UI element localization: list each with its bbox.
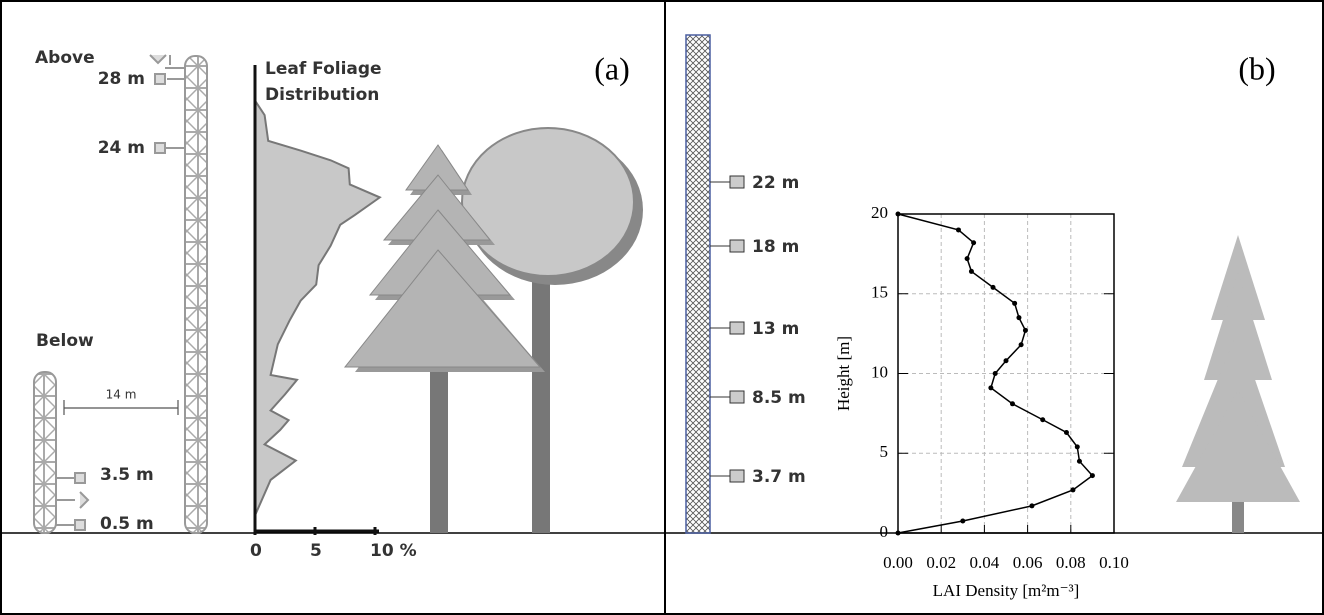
y-axis-label: Height [m] xyxy=(834,336,853,411)
point xyxy=(956,227,961,232)
y-tick-label: 15 xyxy=(871,283,888,302)
tower-b xyxy=(686,35,710,533)
label: Below xyxy=(36,331,94,351)
height-label: 3.5 m xyxy=(100,465,154,485)
label: Above xyxy=(35,48,95,68)
figure: (a) (b) Above Below 14 m 28 m 24 m 3.5 m… xyxy=(0,0,1324,615)
height-label: 3.7 m xyxy=(752,467,806,487)
point xyxy=(969,269,974,274)
point xyxy=(1016,315,1021,320)
point xyxy=(1023,328,1028,333)
point xyxy=(960,519,965,524)
chart-title: Leaf Foliage Distribution xyxy=(265,56,395,108)
x-tick-label: 0.04 xyxy=(970,553,1000,572)
x-tick-label: 10 % xyxy=(370,541,417,561)
height-label: 24 m xyxy=(98,138,145,158)
chart: (a) (b) Above Below 14 m 28 m 24 m 3.5 m… xyxy=(0,0,1324,615)
short-tower xyxy=(34,372,56,533)
height-label: 22 m xyxy=(752,173,799,193)
height-label: 0.5 m xyxy=(100,514,154,534)
foliage-area xyxy=(255,101,380,516)
point xyxy=(1029,503,1034,508)
y-tick-label: 0 xyxy=(880,522,889,541)
point xyxy=(988,385,993,390)
point xyxy=(965,256,970,261)
height-label: 28 m xyxy=(98,69,145,89)
point xyxy=(1010,401,1015,406)
point xyxy=(1077,459,1082,464)
tall-tower xyxy=(185,56,207,533)
point xyxy=(1019,342,1024,347)
trees xyxy=(345,128,643,533)
point xyxy=(1075,444,1080,449)
x-tick-label: 0.00 xyxy=(883,553,913,572)
tree-b xyxy=(1176,235,1300,533)
label: 14 m xyxy=(106,388,137,402)
panel-label: (a) xyxy=(594,50,630,86)
height-label: 18 m xyxy=(752,237,799,257)
panel-label: (b) xyxy=(1238,50,1275,86)
sensor xyxy=(730,176,744,188)
y-tick-label: 5 xyxy=(880,442,889,461)
x-tick-label: 5 xyxy=(310,541,322,561)
point xyxy=(971,240,976,245)
sensor xyxy=(730,391,744,403)
sensor xyxy=(730,470,744,482)
y-tick-label: 10 xyxy=(871,362,888,381)
sensor xyxy=(730,240,744,252)
height-label: 13 m xyxy=(752,319,799,339)
sensors xyxy=(56,55,185,530)
point xyxy=(1040,417,1045,422)
x-tick-label: 0 xyxy=(250,541,262,561)
point xyxy=(896,531,901,536)
x-axis-label: LAI Density [m²m⁻³] xyxy=(933,581,1080,600)
point xyxy=(1070,487,1075,492)
y-tick-label: 20 xyxy=(871,203,888,222)
point xyxy=(993,371,998,376)
point xyxy=(1090,473,1095,478)
point xyxy=(1012,301,1017,306)
x-tick-label: 0.06 xyxy=(1013,553,1043,572)
point xyxy=(1004,358,1009,363)
x-tick-label: 0.02 xyxy=(926,553,956,572)
x-tick-label: 0.08 xyxy=(1056,553,1086,572)
point xyxy=(991,285,996,290)
point xyxy=(896,212,901,217)
point xyxy=(1064,430,1069,435)
x-tick-label: 0.10 xyxy=(1099,553,1129,572)
height-label: 8.5 m xyxy=(752,388,806,408)
sensor xyxy=(730,322,744,334)
